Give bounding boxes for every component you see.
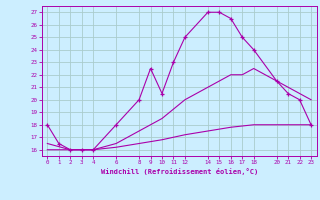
X-axis label: Windchill (Refroidissement éolien,°C): Windchill (Refroidissement éolien,°C) [100,168,258,175]
